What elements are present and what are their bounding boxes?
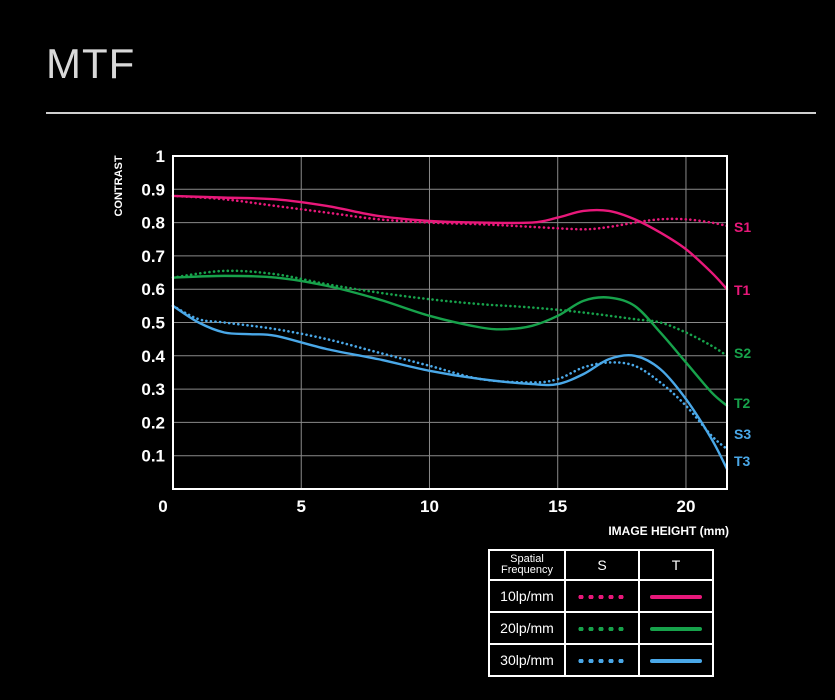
series-line-s3 <box>171 304 729 451</box>
legend-header-frequency-line1: Spatial <box>510 553 544 565</box>
legend-header-row: Spatial Frequency S T <box>488 549 714 581</box>
legend-swatch-s-10 <box>564 579 640 613</box>
legend-row-20: 20lp/mm <box>488 611 714 645</box>
legend-header-frequency-line2: Frequency <box>501 564 553 576</box>
x-tick-label: 20 <box>677 497 696 516</box>
chart-grid <box>173 155 727 489</box>
legend-swatch-t-10 <box>638 579 714 613</box>
plot-frame <box>172 155 728 490</box>
legend-row-label: 30lp/mm <box>488 643 566 677</box>
series-label-t2: T2 <box>734 395 751 411</box>
legend-row-label: 20lp/mm <box>488 611 566 645</box>
legend-row-label: 10lp/mm <box>488 579 566 613</box>
x-tick-label: 5 <box>297 497 306 516</box>
legend-header-t: T <box>638 549 714 581</box>
x-tick-label: 10 <box>420 497 439 516</box>
y-tick-label: 0.8 <box>141 214 165 233</box>
legend-header-frequency: Spatial Frequency <box>488 549 566 581</box>
series-label-t1: T1 <box>734 282 751 298</box>
y-tick-label: 0.5 <box>141 314 165 333</box>
series-line-t2 <box>171 274 729 407</box>
legend-row-10: 10lp/mm <box>488 579 714 613</box>
y-tick-label: 1 <box>156 147 165 166</box>
y-tick-label: 0.2 <box>141 413 165 432</box>
legend-header-s: S <box>564 549 640 581</box>
series-label-s2: S2 <box>734 345 751 361</box>
series-line-t1 <box>171 194 729 291</box>
chart-labels: 0.10.20.30.40.50.60.70.80.910 5 10 15 20CONT… <box>113 147 751 538</box>
y-axis-title: CONTRAST <box>113 155 125 216</box>
series-label-s3: S3 <box>734 426 751 442</box>
x-tick-label: 0 <box>158 497 167 516</box>
legend-swatch-s-30 <box>564 643 640 677</box>
series-line-s2 <box>171 269 729 358</box>
legend-swatch-s-20 <box>564 611 640 645</box>
x-axis-title: IMAGE HEIGHT (mm) <box>608 524 729 538</box>
series-label-s1: S1 <box>734 219 751 235</box>
y-tick-label: 0.1 <box>141 447 165 466</box>
page-title: MTF <box>46 40 136 87</box>
y-tick-label: 0.9 <box>141 180 165 199</box>
y-tick-label: 0.4 <box>141 347 165 366</box>
legend-swatch-t-30 <box>638 643 714 677</box>
legend-row-30: 30lp/mm <box>488 643 714 677</box>
chart-series <box>171 194 729 471</box>
title-divider <box>46 112 816 114</box>
y-tick-label: 0.6 <box>141 280 165 299</box>
y-tick-label: 0.7 <box>141 247 165 266</box>
legend-swatch-t-20 <box>638 611 714 645</box>
y-tick-label: 0.3 <box>141 380 165 399</box>
series-line-t3 <box>171 304 729 471</box>
x-tick-label: 15 <box>548 497 567 516</box>
series-label-t3: T3 <box>734 453 751 469</box>
chart-axes <box>172 155 728 490</box>
legend-table: Spatial Frequency S T 10lp/mm 20lp/mm 30… <box>488 549 714 677</box>
